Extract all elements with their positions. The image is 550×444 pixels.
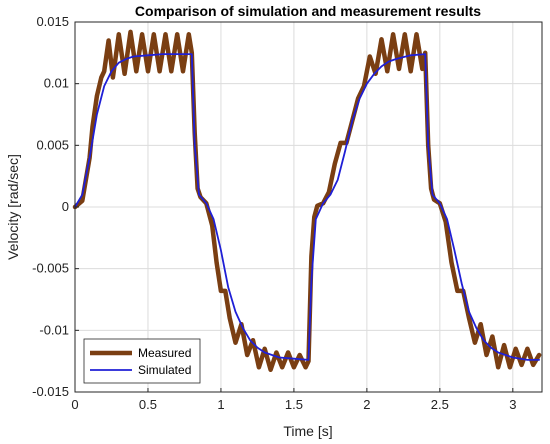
legend-label-simulated: Simulated	[138, 363, 191, 377]
legend-box	[83, 338, 201, 384]
y-tick-label: 0.005	[36, 137, 69, 152]
chart-title: Comparison of simulation and measurement…	[135, 3, 481, 19]
y-tick-label: -0.01	[39, 322, 69, 337]
x-tick-label: 1	[217, 397, 224, 412]
series-line-measured	[72, 29, 542, 373]
x-tick-label: 0.5	[139, 397, 157, 412]
x-tick-label: 2.5	[431, 397, 449, 412]
ticks: 0 0.5 1 1.5 2 2.5 3 -0.015 -0.01 -0.005 0 0.005 0.01…	[32, 14, 516, 412]
legend-label-measured: Measured	[138, 346, 191, 360]
x-tick-label: 1.5	[285, 397, 303, 412]
x-tick-label: 0	[71, 397, 78, 412]
y-tick-label: 0.01	[44, 76, 69, 91]
series-layer	[72, 29, 542, 373]
legend: Measured Simulated	[83, 338, 201, 384]
x-axis-label: Time [s]	[283, 423, 332, 439]
y-tick-label: -0.015	[32, 384, 69, 399]
x-tick-label: 3	[509, 397, 516, 412]
x-tick-label: 2	[363, 397, 370, 412]
y-tick-label: -0.005	[32, 261, 69, 276]
series-line-simulated	[74, 53, 540, 361]
y-axis-label: Velocity [rad/sec]	[5, 154, 21, 260]
y-tick-label: 0.015	[36, 14, 69, 29]
y-tick-label: 0	[62, 199, 69, 214]
